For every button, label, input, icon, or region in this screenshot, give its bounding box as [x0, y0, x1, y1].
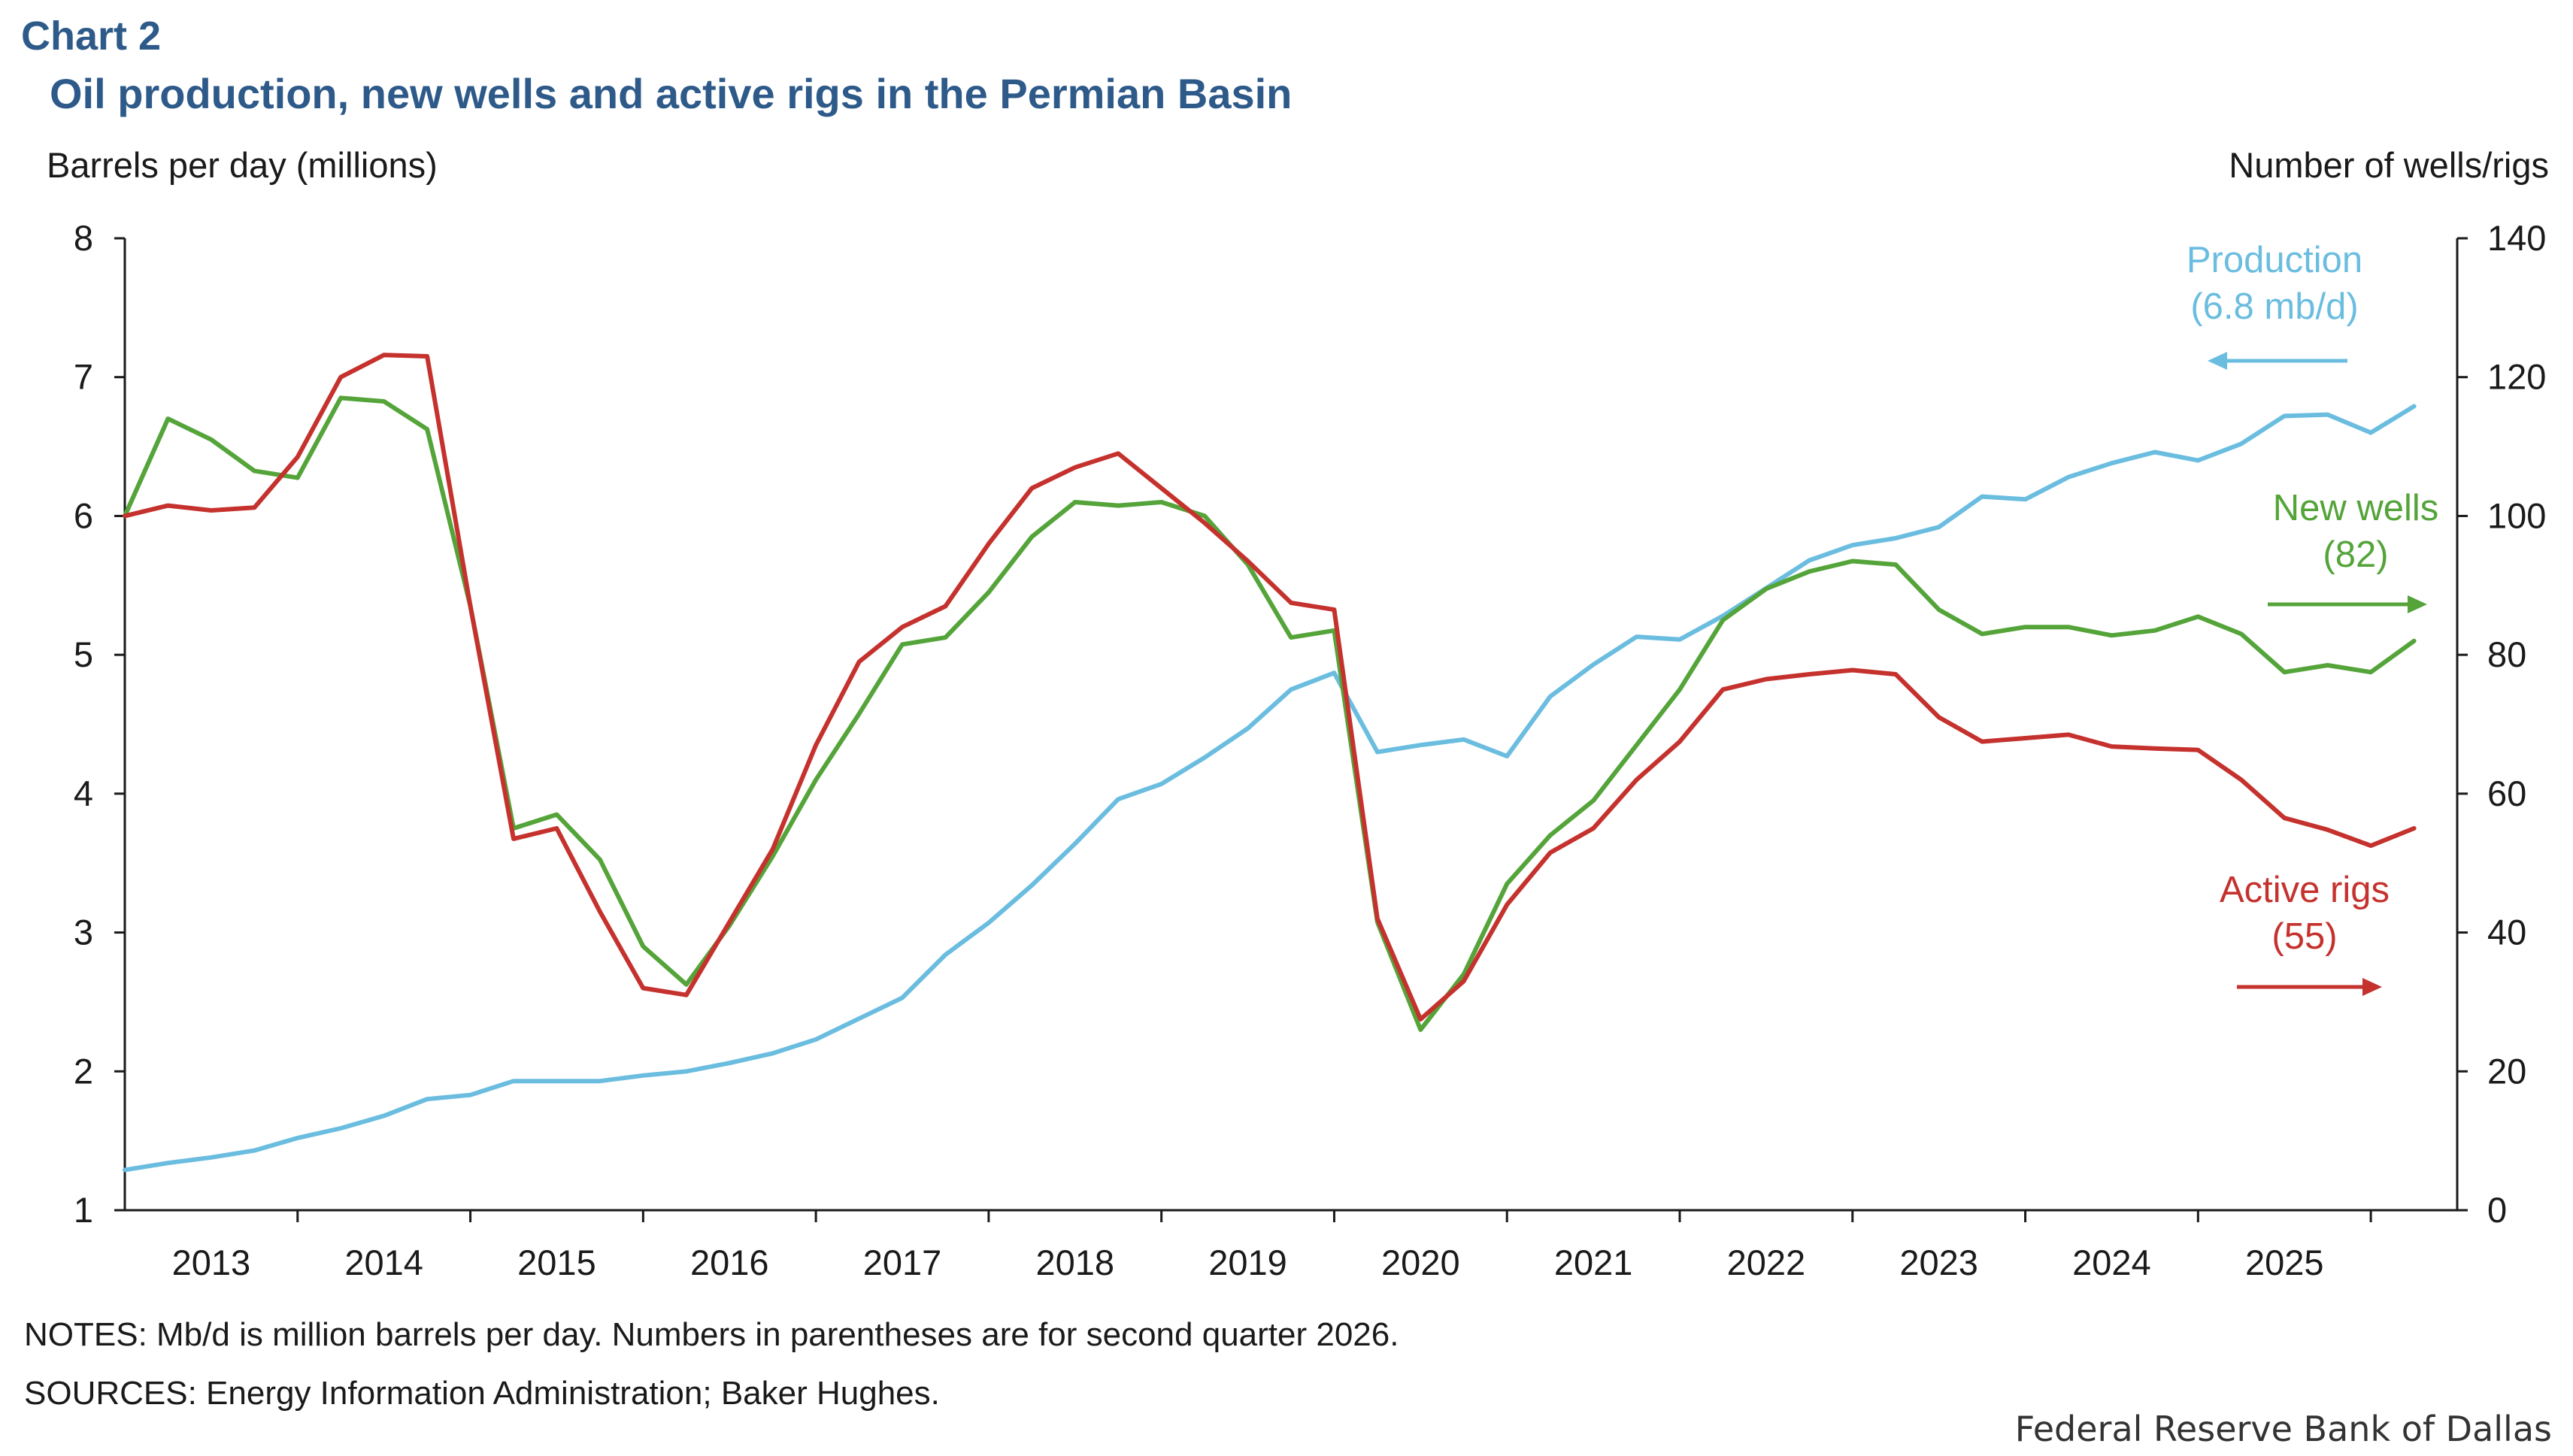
chart-title: Oil production, new wells and active rig… — [50, 70, 1292, 117]
right-axis-unit-label: Number of wells/rigs — [2229, 145, 2549, 185]
left-y-tick-label: 8 — [74, 218, 93, 258]
credit-text: Federal Reserve Bank of Dallas — [2015, 1409, 2552, 1449]
chart-series — [123, 353, 2417, 1173]
left-axis-unit-label: Barrels per day (millions) — [47, 145, 438, 185]
annotation-active-rigs-name: Active rigs — [2220, 870, 2390, 910]
series-annotations: Production (6.8 mb/d) New wells (82) Active … — [2187, 240, 2438, 996]
annotation-active-rigs-value: (55) — [2271, 916, 2337, 957]
x-tick-label: 2024 — [2072, 1243, 2151, 1282]
x-tick-label: 2025 — [2245, 1243, 2324, 1282]
chart-number: Chart 2 — [21, 14, 161, 59]
annotation-production-arrow-head — [2208, 352, 2227, 370]
left-y-tick-label: 6 — [74, 495, 93, 535]
sources-text: SOURCES: Energy Information Administrati… — [24, 1375, 940, 1412]
right-y-tick-label: 0 — [2487, 1190, 2507, 1230]
left-y-tick-label: 7 — [74, 357, 93, 397]
x-tick-label: 2017 — [863, 1243, 942, 1282]
x-tick-label: 2023 — [1899, 1243, 1978, 1282]
annotation-new-wells-arrow-head — [2408, 595, 2427, 613]
left-y-tick-label: 2 — [74, 1051, 93, 1091]
annotation-new-wells-name: New wells — [2273, 488, 2439, 528]
annotation-active-rigs-arrow-head — [2362, 978, 2382, 996]
right-y-tick-label: 60 — [2487, 773, 2526, 813]
series-line-active-rigs — [123, 353, 2417, 1022]
x-tick-label: 2015 — [517, 1243, 596, 1282]
annotation-production-name: Production — [2187, 240, 2362, 280]
x-tick-label: 2016 — [690, 1243, 769, 1282]
x-tick-label: 2019 — [1208, 1243, 1287, 1282]
x-tick-label: 2018 — [1035, 1243, 1114, 1282]
notes-text: NOTES: Mb/d is million barrels per day. … — [24, 1316, 1399, 1353]
right-y-tick-label: 120 — [2487, 357, 2546, 397]
left-y-tick-label: 3 — [74, 913, 93, 952]
x-tick-label: 2014 — [344, 1243, 423, 1282]
left-y-tick-label: 5 — [74, 634, 93, 674]
right-y-tick-label: 80 — [2487, 634, 2526, 674]
x-tick-label: 2022 — [1727, 1243, 1806, 1282]
series-line-production — [123, 404, 2417, 1173]
left-y-tick-label: 4 — [74, 773, 93, 813]
right-y-tick-label: 140 — [2487, 218, 2546, 258]
right-y-tick-label: 40 — [2487, 913, 2526, 952]
right-y-tick-label: 20 — [2487, 1051, 2526, 1091]
left-y-tick-label: 1 — [74, 1190, 93, 1230]
annotation-new-wells-value: (82) — [2323, 534, 2388, 575]
x-tick-label: 2021 — [1554, 1243, 1633, 1282]
x-tick-label: 2020 — [1381, 1243, 1460, 1282]
annotation-production-value: (6.8 mb/d) — [2190, 286, 2358, 327]
right-y-tick-label: 100 — [2487, 495, 2546, 535]
series-line-new-wells — [123, 395, 2417, 1032]
x-tick-label: 2013 — [172, 1243, 251, 1282]
